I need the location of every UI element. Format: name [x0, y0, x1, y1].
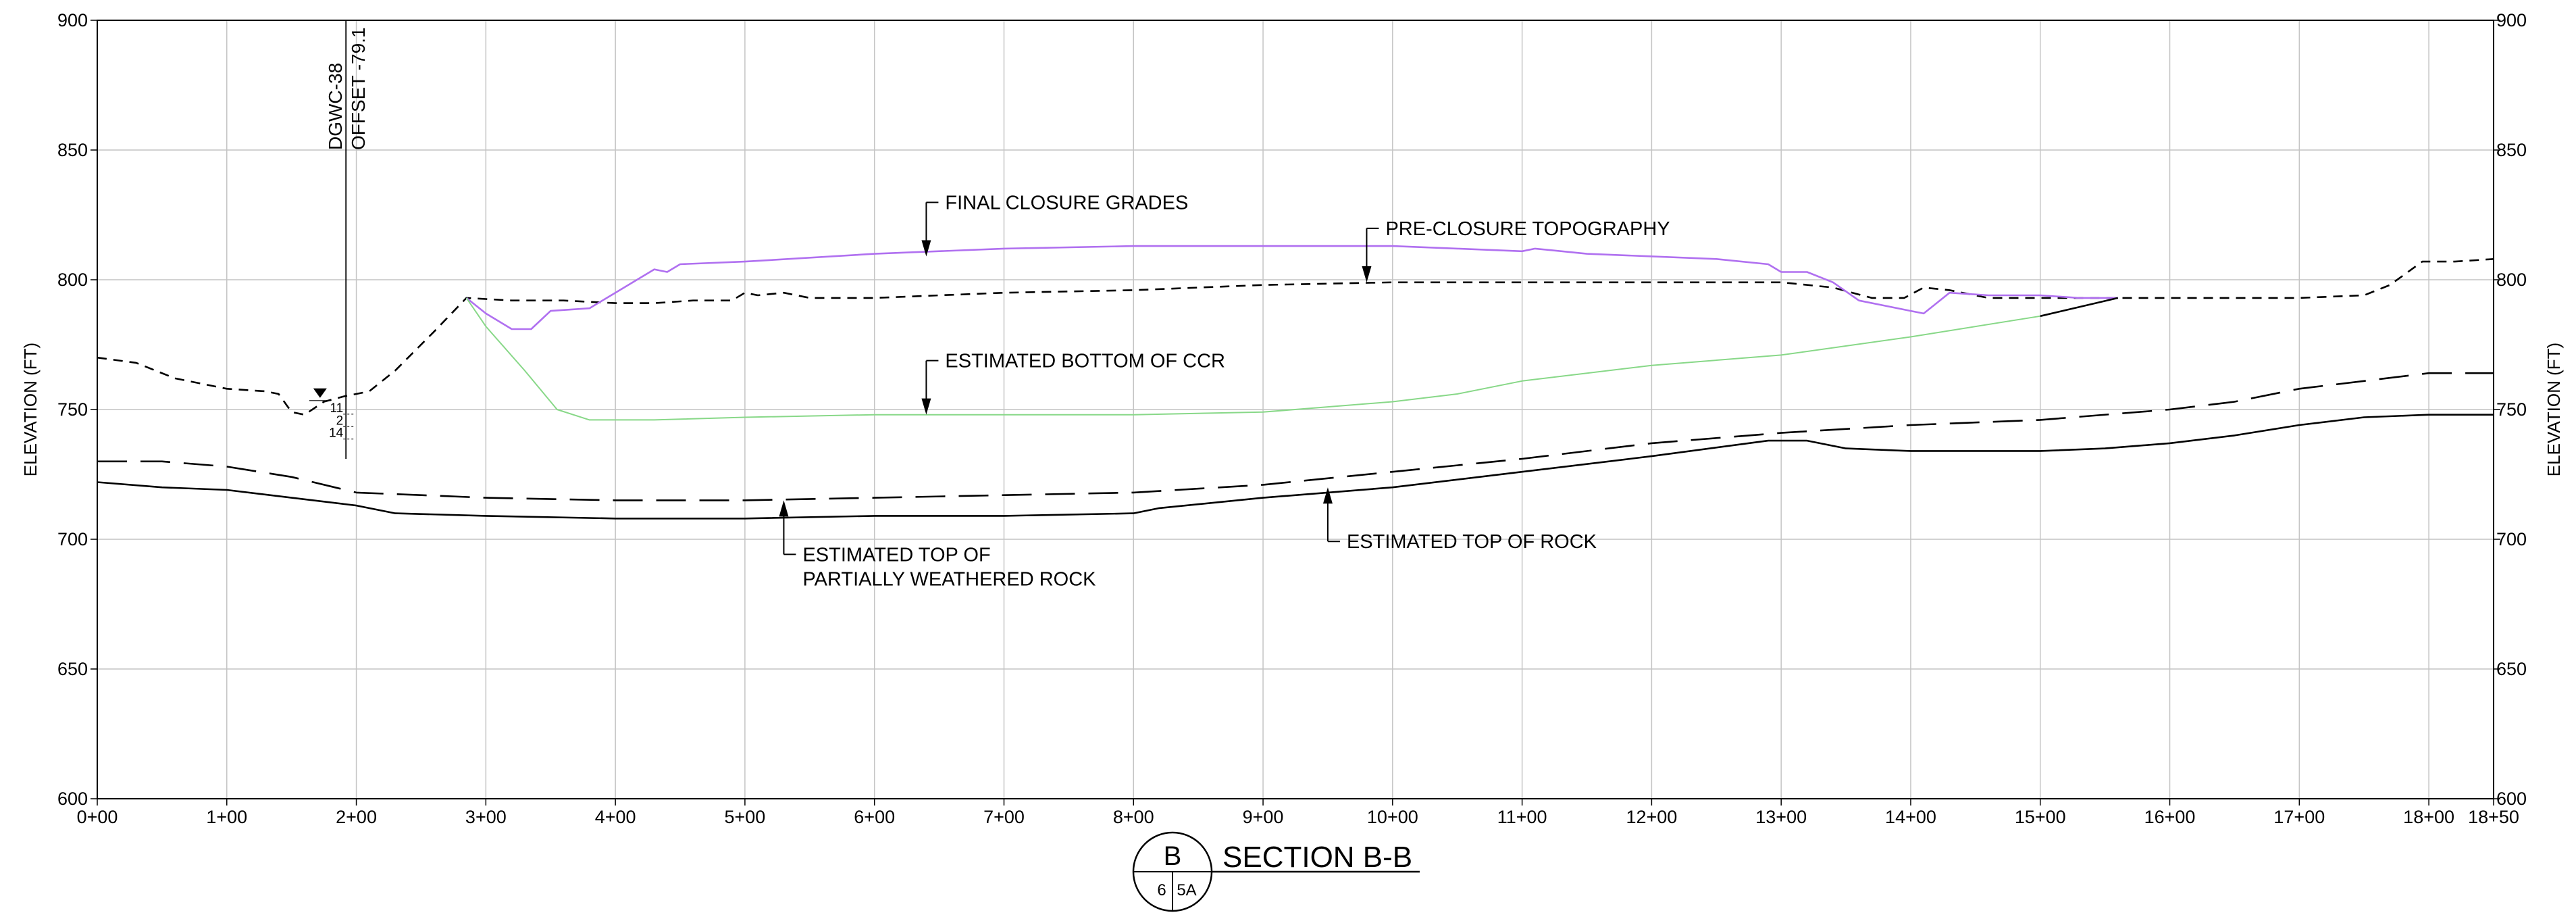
arrowhead [921, 398, 931, 415]
annotation-label: ESTIMATED BOTTOM OF CCR [945, 351, 1225, 372]
y-tick-label-left: 750 [57, 399, 88, 420]
x-tick-label: 5+00 [725, 807, 766, 827]
series-final-closure [465, 245, 2118, 330]
x-tick-label: 2+00 [336, 807, 377, 827]
y-axis-label-left: ELEVATION (FT) [20, 343, 41, 476]
series-bottom-ccr-tail [2040, 297, 2119, 318]
arrowhead [779, 500, 789, 517]
grid [97, 20, 2494, 799]
arrowhead [1362, 266, 1372, 282]
x-tick-label: 3+00 [465, 807, 507, 827]
x-tick-label: 12+00 [1626, 807, 1677, 827]
section-sheet-left: 6 [1157, 881, 1166, 899]
y-tick-label-right: 700 [2496, 529, 2527, 549]
x-tick-label: 4+00 [595, 807, 636, 827]
x-tick-label: 10+00 [1367, 807, 1418, 827]
y-tick-label-left: 900 [57, 10, 88, 30]
boring-depth-mark: 2 [336, 414, 344, 428]
y-tick-label-left: 650 [57, 659, 88, 679]
water-level-icon [313, 388, 327, 398]
x-tick-label: 14+00 [1885, 807, 1936, 827]
x-tick-label: 7+00 [983, 807, 1025, 827]
arrowhead [921, 240, 931, 257]
arrowhead [1322, 487, 1333, 504]
y-axis-left: 600 650 700 750 800 850 900 [57, 10, 97, 809]
series-pre-closure [97, 258, 2494, 416]
series-top-rock [97, 414, 2494, 520]
series-top-pwr [97, 372, 2494, 501]
annotation-final-closure: FINAL CLOSURE GRADES [921, 192, 1188, 257]
y-tick-label-left: 800 [57, 270, 88, 290]
x-tick-label: 1+00 [206, 807, 247, 827]
section-letter: B [1164, 841, 1182, 871]
y-tick-label-right: 800 [2496, 270, 2527, 290]
annotation-label: PRE-CLOSURE TOPOGRAPHY [1385, 218, 1670, 240]
x-axis: 0+00 1+00 2+00 3+00 4+00 5+00 6+00 7+00 8+00 9+00… [77, 799, 2519, 827]
x-tick-label: 18+50 [2468, 807, 2519, 827]
x-tick-label: 8+00 [1113, 807, 1154, 827]
annotations: FINAL CLOSURE GRADES PRE-CLOSURE TOPOGRAP… [779, 192, 1670, 590]
x-tick-label: 15+00 [2015, 807, 2066, 827]
series-bottom-ccr [465, 297, 2040, 421]
y-tick-label-right: 850 [2496, 140, 2527, 160]
annotation-label: ESTIMATED TOP OF ROCK [1347, 531, 1597, 553]
x-tick-label: 6+00 [854, 807, 895, 827]
annotation-top-rock: ESTIMATED TOP OF ROCK [1322, 487, 1597, 553]
series-group [97, 245, 2494, 520]
section-tag: B 6 5A SECTION B-B [1132, 831, 1420, 912]
x-tick-label: 0+00 [77, 807, 118, 827]
x-tick-label: 16+00 [2144, 807, 2196, 827]
annotation-label: FINAL CLOSURE GRADES [945, 192, 1188, 214]
x-tick-label: 11+00 [1497, 807, 1547, 827]
boring-offset-label: OFFSET -79.1 [348, 27, 369, 150]
boring-label: DGWC-38 [325, 63, 346, 150]
y-tick-label-left: 600 [57, 789, 88, 809]
y-tick-label-right: 750 [2496, 399, 2527, 420]
y-tick-label-right: 650 [2496, 659, 2527, 679]
x-tick-label: 13+00 [1755, 807, 1807, 827]
annotation-bottom-ccr: ESTIMATED BOTTOM OF CCR [921, 351, 1225, 415]
section-title: SECTION B-B [1222, 841, 1412, 874]
y-tick-label-left: 700 [57, 529, 88, 549]
section-sheet-right: 5A [1177, 881, 1196, 899]
y-axis-label-right: ELEVATION (FT) [2544, 343, 2564, 476]
y-tick-label-right: 600 [2496, 789, 2527, 809]
x-tick-label: 18+00 [2403, 807, 2454, 827]
annotation-label: ESTIMATED TOP OF [802, 544, 990, 566]
annotation-label: PARTIALLY WEATHERED ROCK [802, 568, 1096, 590]
boring-depth-mark: 11 [330, 401, 343, 416]
annotation-pre-closure: PRE-CLOSURE TOPOGRAPHY [1362, 218, 1670, 282]
boring-depth-mark: 14 [329, 426, 344, 441]
y-axis-right: 600 650 700 750 800 850 900 [2494, 10, 2527, 809]
x-tick-label: 9+00 [1243, 807, 1284, 827]
x-tick-label: 17+00 [2273, 807, 2325, 827]
y-tick-label-right: 900 [2496, 10, 2527, 30]
y-tick-label-left: 850 [57, 140, 88, 160]
